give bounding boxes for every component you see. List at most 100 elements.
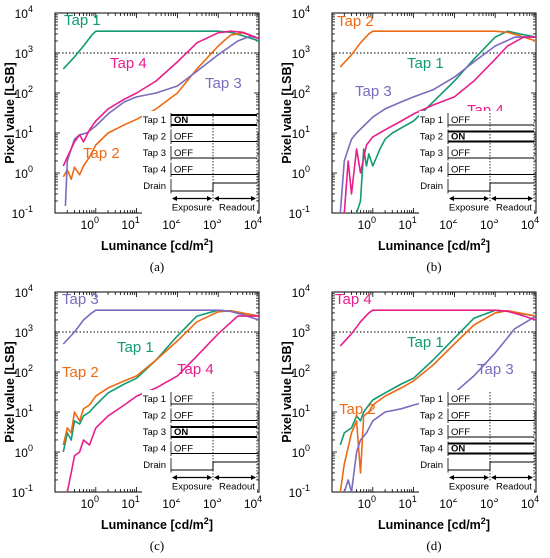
x-axis-label: Luminance [cd/m2]	[101, 237, 213, 253]
series-line-tap2	[339, 30, 536, 68]
readout-label: Readout	[496, 203, 532, 214]
arrow-head	[251, 196, 256, 201]
series-line-tap4	[62, 30, 259, 167]
x-axis-label-sup: 2	[481, 516, 486, 526]
y-tick-label: 102	[292, 363, 310, 380]
inset-row-state: OFF	[174, 394, 193, 405]
series-label: Tap 1	[407, 334, 444, 351]
arrow-head	[207, 196, 212, 201]
y-tick-exponent: 4	[28, 4, 33, 14]
x-axis-label: Luminance [cd/m2]	[101, 516, 213, 532]
drain-signal	[448, 461, 534, 471]
y-tick-exponent: 3	[305, 323, 310, 333]
x-tick-exponent: 0	[371, 215, 376, 225]
y-tick-exponent: 2	[305, 363, 310, 373]
series-label: Tap 3	[355, 83, 392, 100]
drain-signal	[171, 182, 257, 192]
inset-row-state: OFF	[174, 165, 193, 176]
arrow-head	[484, 475, 489, 480]
inset-row-state: OFF	[174, 148, 193, 159]
inset-row-name: Tap 3	[143, 427, 166, 438]
inset-row-state: OFF	[451, 148, 470, 159]
x-tick-exponent: 4	[257, 215, 262, 225]
inset-row-name: Tap 4	[143, 165, 166, 176]
y-tick-exponent: 4	[305, 283, 310, 293]
arrow-head	[172, 475, 177, 480]
y-tick-exponent: -1	[25, 204, 33, 214]
chart-panel: 100 101 102 103 10410-1100101102103104Pixel …	[280, 4, 539, 274]
x-tick-label: 101	[398, 215, 416, 232]
series-label: Tap 3	[205, 75, 242, 92]
timing-inset: Tap 1 OFF Tap 2 ON Tap 3 OFF Tap 4 OFF Drain Expo…	[419, 111, 535, 220]
inset-background	[142, 111, 257, 220]
inset-row-state: OFF	[451, 165, 470, 176]
inset-row-name: Tap 4	[143, 444, 166, 455]
x-axis-label-sup: 2	[204, 516, 209, 526]
x-tick-exponent: 0	[371, 494, 376, 504]
arrow-head	[214, 475, 219, 480]
exposure-label: Exposure	[172, 482, 212, 493]
x-tick-label: 101	[121, 215, 139, 232]
series-line-tap4	[343, 36, 536, 213]
arrow-head	[214, 196, 219, 201]
y-tick-exponent: -1	[302, 204, 310, 214]
inset-row-name: Tap 3	[420, 427, 443, 438]
y-tick-exponent: 2	[28, 363, 33, 373]
y-tick-label: 102	[15, 84, 33, 101]
y-tick-exponent: 2	[28, 84, 33, 94]
y-tick-label: 102	[292, 84, 310, 101]
y-tick-label: 100	[15, 164, 33, 181]
y-tick-exponent: 4	[28, 283, 33, 293]
y-axis-label: Pixel value [LSB]	[3, 62, 17, 163]
arrow-head	[484, 196, 489, 201]
series-label: Tap 1	[407, 55, 444, 72]
y-tick-exponent: -1	[302, 483, 310, 493]
series-line-tap3	[62, 309, 259, 345]
timing-inset: Tap 1 OFF Tap 2 OFF Tap 3 ON Tap 4 OFF Drain Expo…	[142, 390, 258, 499]
inset-background	[419, 111, 534, 220]
inset-row-state: OFF	[174, 444, 193, 455]
y-tick-exponent: 1	[28, 124, 33, 134]
series-line-tap1	[339, 309, 536, 446]
inset-row-name: Drain	[143, 460, 166, 471]
inset-row-name: Tap 3	[143, 148, 166, 159]
y-tick-exponent: 4	[305, 4, 310, 14]
series-line-tap2	[339, 309, 536, 492]
y-axis-label: Pixel value [LSB]	[3, 341, 17, 442]
series-line-tap4	[66, 315, 259, 492]
x-axis-label-sup: 2	[204, 237, 209, 247]
chart-panel: 100 101 102 103 10410-1100101102103104Pixel …	[3, 4, 262, 274]
inset-row-name: Drain	[420, 181, 443, 192]
x-tick-exponent: 3	[493, 494, 498, 504]
x-axis-label-close: ]	[209, 518, 213, 532]
x-tick-label: 101	[398, 494, 416, 511]
y-tick-exponent: 1	[305, 124, 310, 134]
series-line-tap2	[62, 31, 259, 180]
x-tick-exponent: 2	[453, 215, 458, 225]
x-tick-exponent: 2	[176, 494, 181, 504]
inset-background	[142, 390, 257, 499]
series-label: Tap 4	[110, 55, 147, 72]
x-tick-exponent: 3	[216, 494, 221, 504]
y-tick-label: 104	[15, 4, 33, 21]
inset-row-state: OFF	[451, 115, 470, 126]
series-label: Tap 4	[335, 291, 372, 308]
x-tick-exponent: 1	[135, 215, 140, 225]
inset-row-name: Tap 4	[420, 444, 443, 455]
chart-panel: 100 101 102 103 10410-1100101102103104Pixel …	[280, 283, 539, 553]
x-tick-label: 100	[81, 215, 99, 232]
x-tick-label: 100	[358, 494, 376, 511]
inset-row-name: Tap 1	[143, 115, 166, 126]
inset-row-name: Tap 2	[420, 132, 443, 143]
series-label: Tap 4	[177, 361, 214, 378]
panel-sublabel: (b)	[426, 259, 441, 274]
y-tick-exponent: 0	[28, 164, 33, 174]
x-axis-label-close: ]	[486, 239, 490, 253]
x-tick-label: 100	[81, 494, 99, 511]
y-tick-label: 101	[292, 124, 310, 141]
inset-row-state: ON	[451, 132, 465, 143]
inset-row-name: Tap 1	[143, 394, 166, 405]
inset-row-state: ON	[174, 427, 188, 438]
series-label: Tap 3	[62, 291, 99, 308]
